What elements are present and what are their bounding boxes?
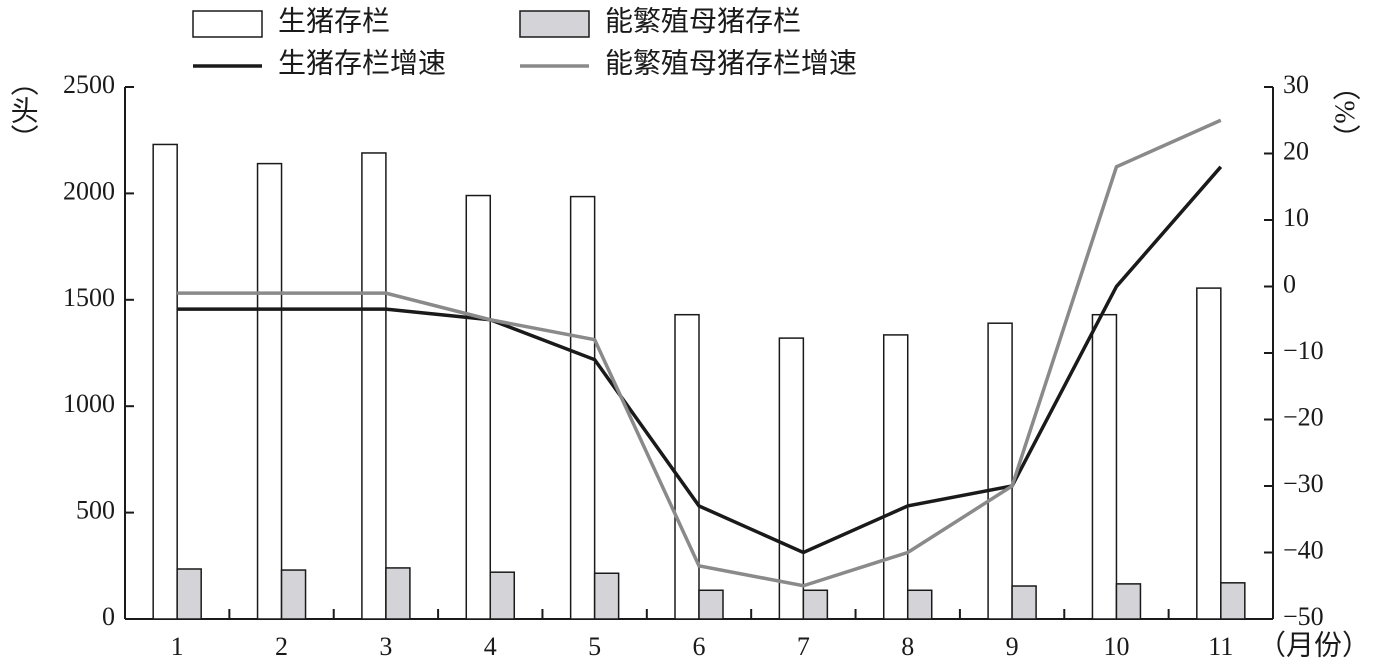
line bbox=[177, 165, 1223, 555]
bar bbox=[802, 589, 829, 620]
bar bbox=[593, 572, 620, 620]
legend-swatch bbox=[519, 10, 590, 38]
y-tick-label: 1500 bbox=[63, 283, 115, 312]
x-tick-label: 6 bbox=[693, 632, 706, 661]
x-tick-label: 11 bbox=[1208, 632, 1233, 661]
bar bbox=[385, 567, 411, 620]
bar bbox=[569, 195, 596, 620]
x-tick-label: 9 bbox=[1006, 632, 1019, 661]
x-tick-label: 4 bbox=[484, 632, 497, 661]
line bbox=[177, 118, 1222, 588]
bar bbox=[280, 569, 307, 620]
y-tick-label: 2500 bbox=[63, 70, 115, 99]
bar bbox=[778, 337, 805, 620]
y-tick-label: 1000 bbox=[63, 389, 115, 418]
bar bbox=[906, 589, 933, 620]
x-tick-label: 8 bbox=[901, 632, 914, 661]
bar bbox=[176, 568, 202, 620]
y-tick-label: 500 bbox=[76, 496, 115, 525]
x-axis-label: （月份） bbox=[1258, 629, 1370, 661]
x-tick-label: 2 bbox=[275, 632, 288, 661]
bar bbox=[698, 589, 724, 620]
legend-swatch bbox=[192, 10, 263, 38]
bar bbox=[882, 334, 909, 620]
legend-label: 生猪存栏增速 bbox=[278, 47, 446, 79]
y2-tick-label: 20 bbox=[1283, 136, 1309, 165]
bar bbox=[1115, 583, 1142, 620]
y2-axis-label: （%） bbox=[1329, 72, 1361, 151]
x-tick-label: 10 bbox=[1103, 632, 1129, 661]
x-tick-label: 5 bbox=[588, 632, 601, 661]
y2-tick-label: −50 bbox=[1283, 602, 1324, 631]
legend-label: 生猪存栏 bbox=[278, 5, 390, 37]
y2-tick-label: 30 bbox=[1283, 70, 1309, 99]
y2-tick-label: −30 bbox=[1283, 469, 1324, 498]
x-tick-label: 1 bbox=[171, 632, 184, 661]
y2-tick-label: −20 bbox=[1283, 402, 1324, 431]
bar bbox=[1196, 287, 1222, 620]
legend-label: 能繁殖母猪存栏增速 bbox=[605, 47, 857, 79]
y2-tick-label: −10 bbox=[1283, 336, 1324, 365]
legend-label: 能繁殖母猪存栏 bbox=[605, 5, 801, 37]
bar bbox=[987, 322, 1013, 620]
y2-tick-label: 10 bbox=[1283, 203, 1309, 232]
bar bbox=[256, 162, 283, 620]
x-tick-label: 3 bbox=[379, 632, 392, 661]
y-tick-label: 0 bbox=[102, 602, 115, 631]
bar bbox=[361, 152, 387, 620]
x-tick-label: 7 bbox=[797, 632, 810, 661]
y2-tick-label: −40 bbox=[1283, 535, 1324, 564]
bar bbox=[465, 194, 492, 620]
y-axis-label: （头） bbox=[7, 68, 39, 152]
bar bbox=[152, 143, 178, 620]
bar bbox=[1091, 313, 1118, 620]
y2-tick-label: 0 bbox=[1283, 269, 1296, 298]
bar bbox=[489, 571, 516, 620]
bar bbox=[674, 313, 700, 620]
y-tick-label: 2000 bbox=[63, 176, 115, 205]
bar bbox=[1011, 585, 1037, 620]
bar bbox=[1220, 582, 1246, 620]
